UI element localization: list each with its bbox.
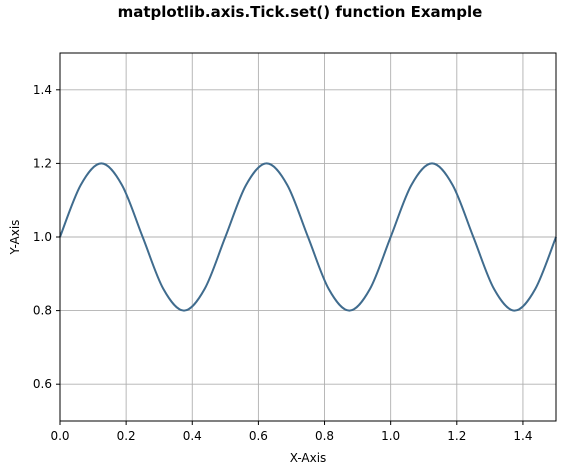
series-line: [59, 162, 557, 312]
y-axis-ticks: 0.6 0.8 1.0 1.2 1.4: [33, 83, 60, 391]
y-tick-label: 0.6: [33, 377, 52, 391]
y-axis-label: Y-Axis: [8, 220, 22, 256]
x-tick-label: 0.4: [183, 429, 202, 443]
x-tick-label: 0.6: [249, 429, 268, 443]
y-tick-label: 1.4: [33, 83, 52, 97]
x-axis-ticks: 0.0 0.2 0.4 0.6 0.8 1.0 1.2 1.4: [50, 421, 532, 443]
x-tick-label: 0.8: [315, 429, 334, 443]
y-tick-label: 1.2: [33, 156, 52, 170]
x-tick-label: 0.2: [117, 429, 136, 443]
y-tick-label: 1.0: [33, 230, 52, 244]
y-tick-label: 0.8: [33, 304, 52, 318]
chart-title: matplotlib.axis.Tick.set() function Exam…: [118, 3, 483, 21]
x-axis-label: X-Axis: [290, 451, 327, 465]
x-tick-label: 1.2: [447, 429, 466, 443]
x-tick-label: 1.0: [381, 429, 400, 443]
x-tick-label: 0.0: [50, 429, 69, 443]
x-tick-label: 1.4: [513, 429, 532, 443]
